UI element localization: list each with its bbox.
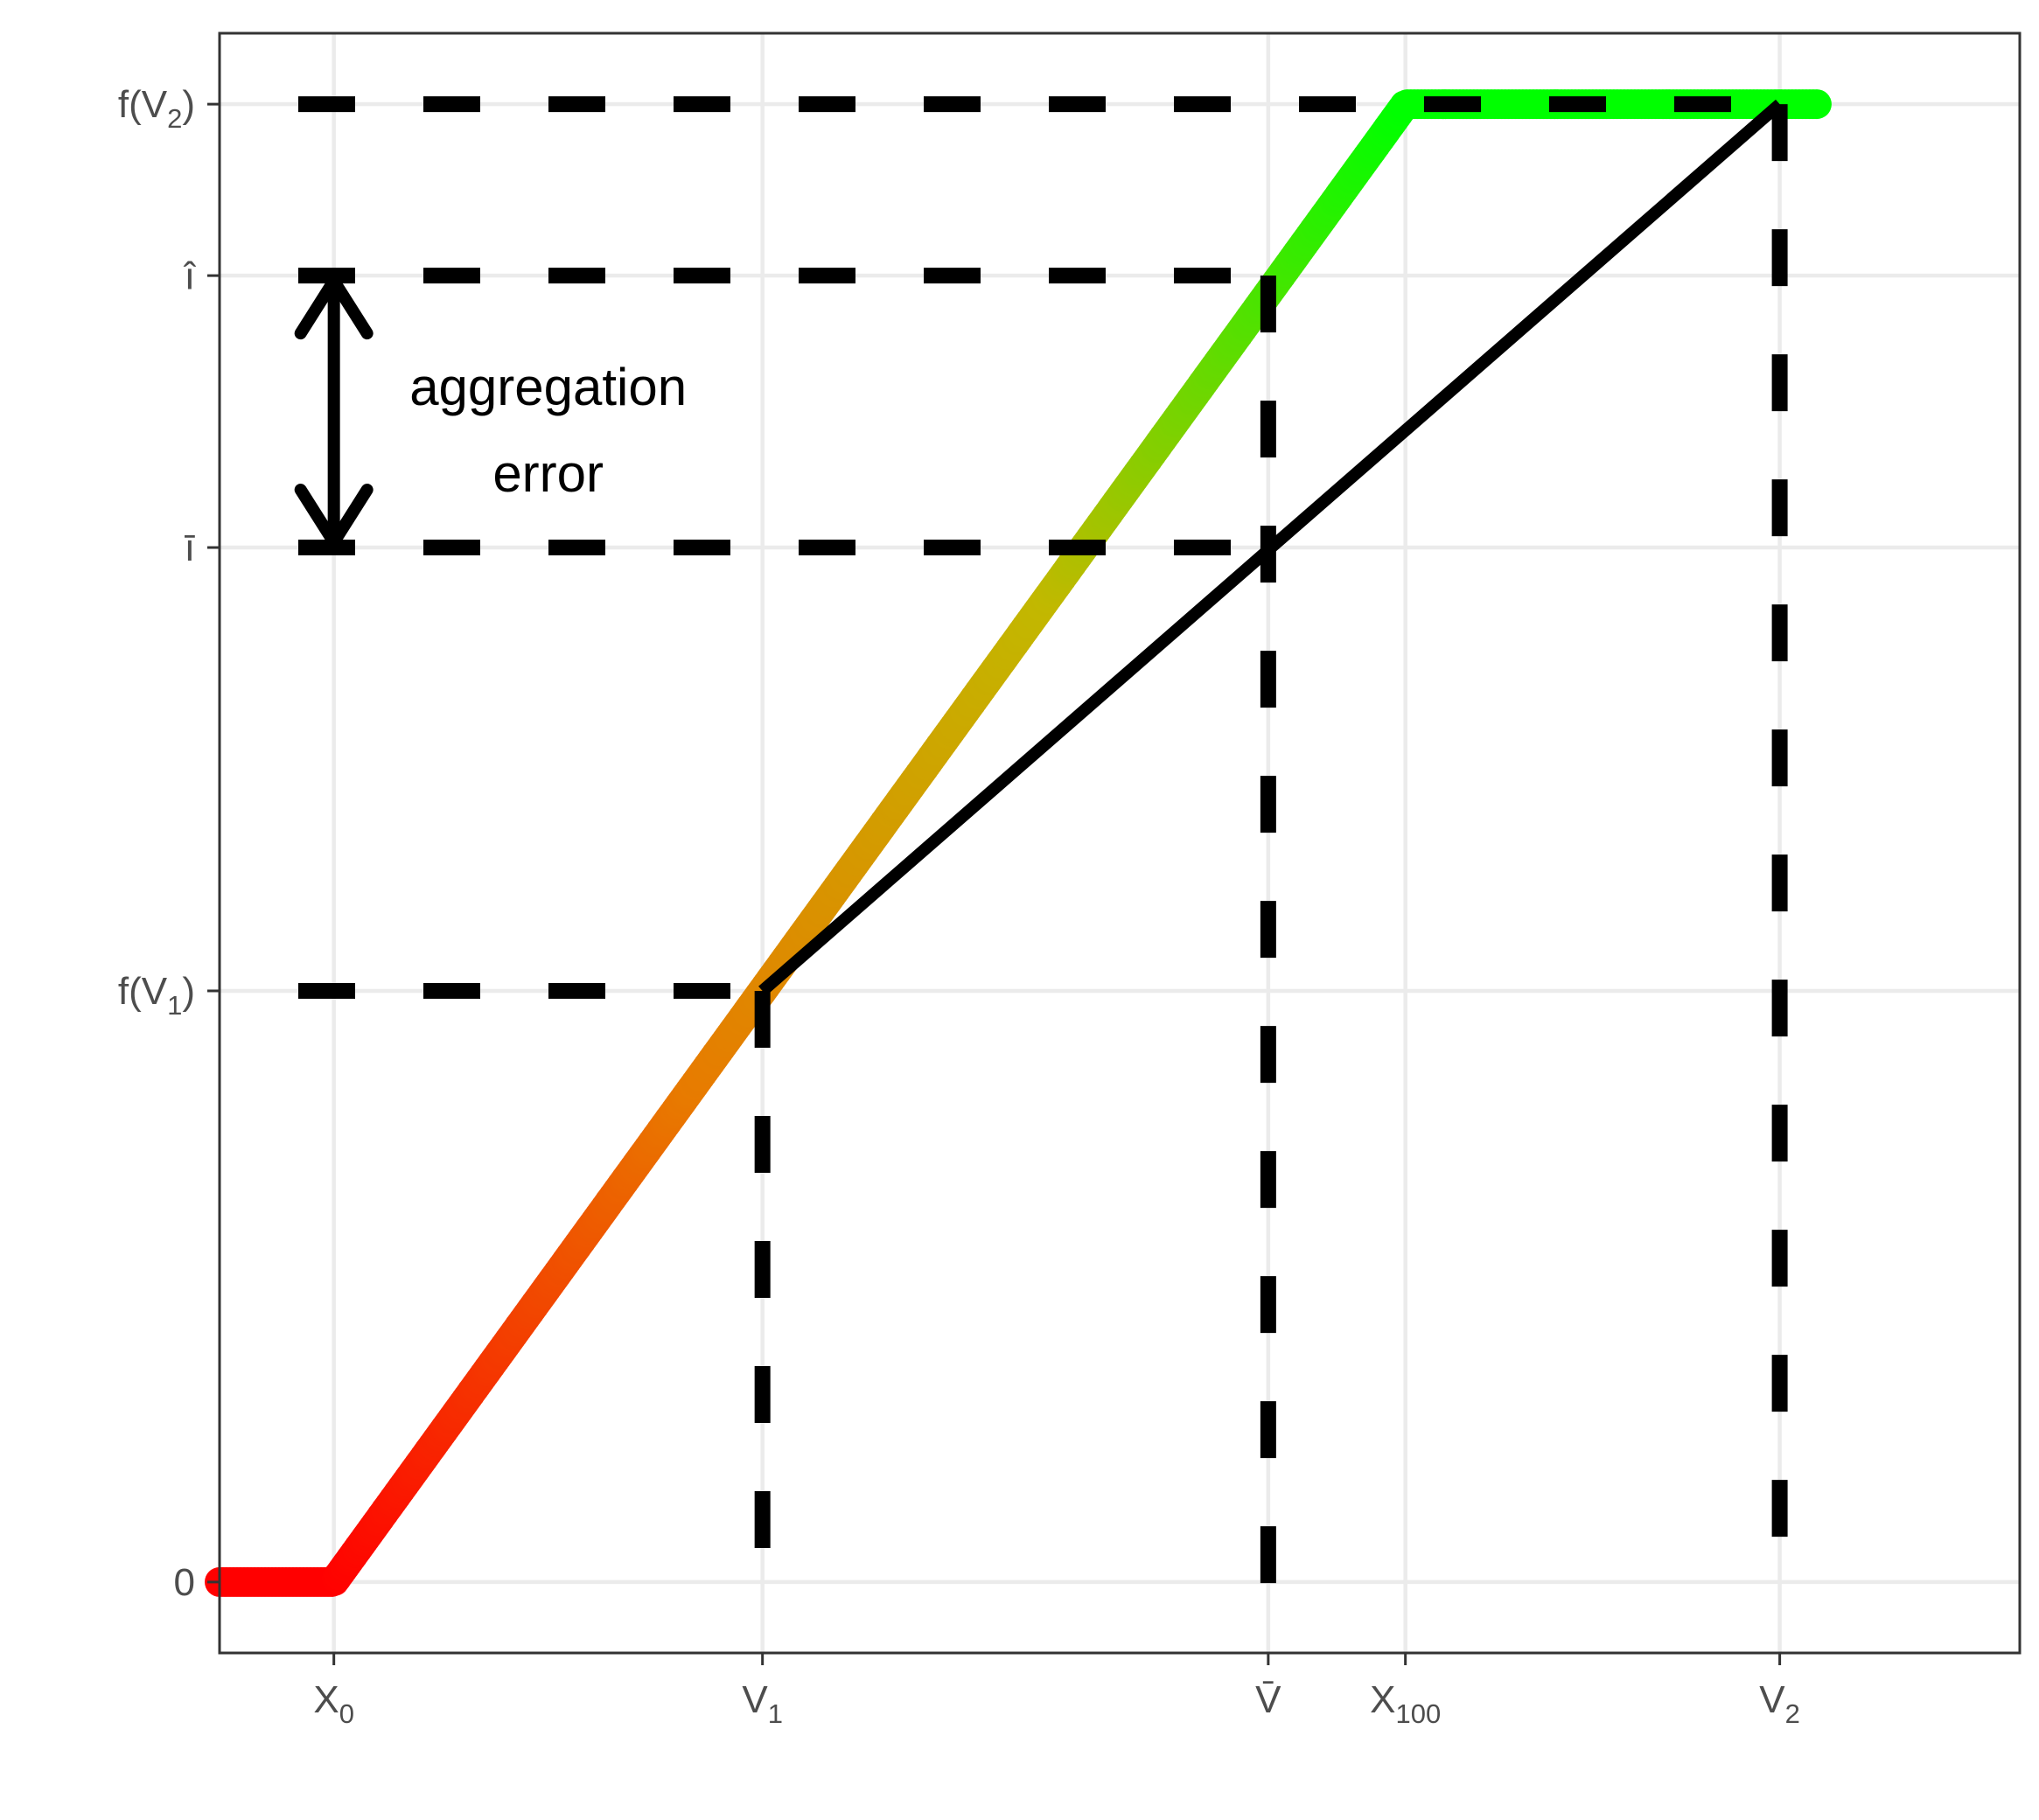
x-tick-label-x0: X0 [313, 1678, 354, 1729]
aggregation-error-arrow [294, 275, 374, 549]
x-tick-label-x100: X100 [1370, 1678, 1441, 1729]
x-tick-label-v2: V2 [1759, 1678, 1800, 1729]
y-tick-label-ibar: ī [185, 526, 196, 569]
curve-point [1801, 89, 1832, 120]
annotation-line-1: aggregation [409, 358, 687, 416]
x-tick-label-v1: V1 [742, 1678, 783, 1729]
chord-line [758, 99, 1784, 996]
axis-ticks: X0 V1 V̄ X100 V2 0 f(V1) ī î f(V2) [118, 83, 1800, 1729]
panel-border [218, 31, 2022, 1655]
chord-series [758, 99, 1784, 996]
y-tick-label-ihat: î [184, 255, 197, 297]
x-tick-label-vbar: V̄ [1255, 1678, 1281, 1721]
dashed-guide-lines [298, 96, 1788, 1612]
y-tick-label-fv1: f(V1) [118, 970, 195, 1021]
arrow-head-top [294, 275, 374, 340]
y-tick-label-zero: 0 [174, 1561, 195, 1604]
y-tick-label-fv2: f(V2) [118, 83, 195, 134]
annotation-line-2: error [492, 444, 604, 503]
arrow-head-bottom [294, 484, 374, 549]
